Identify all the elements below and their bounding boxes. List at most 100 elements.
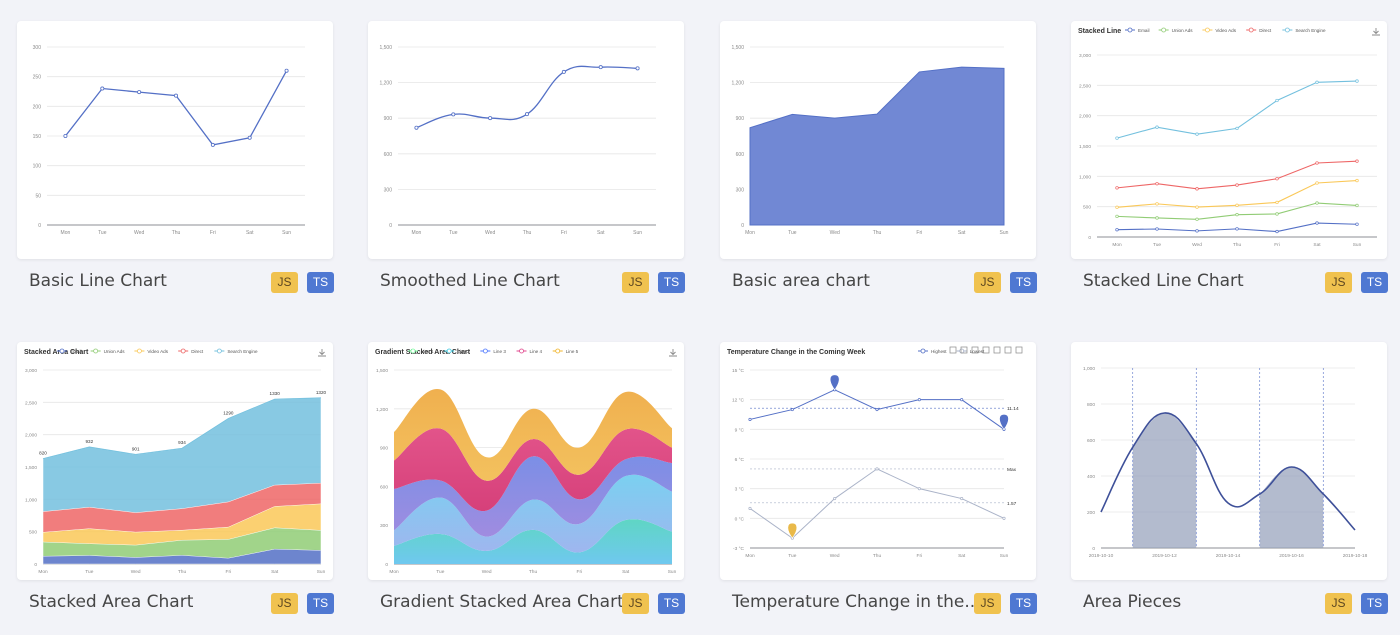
data-label: 1330 xyxy=(270,391,281,396)
x-tick-label: Fri xyxy=(1274,242,1280,248)
series-line xyxy=(42,397,322,459)
ts-badge[interactable]: TS xyxy=(1010,593,1037,614)
x-tick-label: Sun xyxy=(1000,230,1009,236)
data-point xyxy=(1115,228,1119,232)
series-line xyxy=(1100,412,1356,531)
card-title[interactable]: Gradient Stacked Area Chart xyxy=(380,592,624,612)
js-badge[interactable]: JS xyxy=(622,593,649,614)
y-tick-label: 600 xyxy=(384,152,393,158)
card-title[interactable]: Area Pieces xyxy=(1083,592,1182,612)
y-tick-label: 1,000 xyxy=(25,497,37,503)
x-tick-label: Sun xyxy=(1353,242,1362,248)
data-label: 820 xyxy=(39,451,47,456)
data-point xyxy=(1235,183,1239,187)
data-point xyxy=(1355,159,1359,163)
legend-item: Line 2 xyxy=(457,349,470,354)
series-area xyxy=(394,519,672,564)
markline-label: 1.57 xyxy=(1007,501,1017,507)
data-point xyxy=(790,408,794,412)
chart-thumbnail[interactable]: 0 50 100 150 200 250 300 Mon Tue Wed Thu Fri Sat Sun xyxy=(17,21,333,259)
markline-label: Max xyxy=(1007,467,1017,473)
card-title[interactable]: Stacked Line Chart xyxy=(1083,271,1244,291)
data-point xyxy=(960,497,964,501)
card-title[interactable]: Basic Line Chart xyxy=(29,271,167,291)
js-badge[interactable]: JS xyxy=(622,272,649,293)
js-badge[interactable]: JS xyxy=(974,272,1001,293)
line-icon xyxy=(982,346,990,354)
x-tick-label: Thu xyxy=(529,569,538,575)
data-point xyxy=(833,497,837,501)
data-point xyxy=(1115,186,1119,190)
card-title[interactable]: Basic area chart xyxy=(732,271,870,291)
ts-badge[interactable]: TS xyxy=(307,593,334,614)
series-area xyxy=(749,66,1005,226)
bar-icon xyxy=(993,346,1001,354)
min-pin-marker xyxy=(999,414,1009,430)
restore-icon xyxy=(1004,346,1012,354)
y-tick-label: 600 xyxy=(1087,438,1095,444)
data-point xyxy=(100,86,105,91)
x-tick-label: 2019-10-10 xyxy=(1089,553,1114,559)
card-title[interactable]: Stacked Area Chart xyxy=(29,592,194,612)
chart-thumbnail[interactable]: 0 300 600 900 1,200 1,500 Mon Tue Wed Thu Fri Sat Su… xyxy=(720,21,1036,259)
js-badge[interactable]: JS xyxy=(271,272,298,293)
smoothed-line-chart: 0 300 600 900 1,200 1,500 Mon Tue Wed Thu Fri Sat Su… xyxy=(379,45,656,236)
basic-area-chart: 0 300 600 900 1,200 1,500 Mon Tue Wed Thu Fri Sat Su… xyxy=(731,45,1009,236)
y-tick-label: 9 °C xyxy=(735,427,745,433)
max-pin-marker xyxy=(829,374,840,391)
ts-badge[interactable]: TS xyxy=(658,272,685,293)
y-tick-label: 100 xyxy=(33,164,42,170)
x-tick-label: Wed xyxy=(1192,242,1202,248)
x-tick-label: Sat xyxy=(622,569,630,575)
data-point xyxy=(1275,229,1279,234)
ts-badge[interactable]: TS xyxy=(658,593,685,614)
ts-badge[interactable]: TS xyxy=(307,272,334,293)
legend-swatch-dot xyxy=(1248,27,1254,33)
data-point xyxy=(598,65,603,70)
data-point xyxy=(1115,205,1119,209)
card-title[interactable]: Temperature Change in the... xyxy=(732,592,981,612)
js-badge[interactable]: JS xyxy=(974,593,1001,614)
data-point xyxy=(63,134,68,139)
data-point xyxy=(1155,202,1159,206)
y-tick-label: 300 xyxy=(384,187,393,193)
data-point xyxy=(561,69,566,74)
chart-thumbnail[interactable]: Stacked Line Email Union Ads Video Ads Direc… xyxy=(1071,21,1387,259)
x-tick-label: Thu xyxy=(1233,242,1242,248)
chart-thumbnail[interactable]: Temperature Change in the Coming Week Hig… xyxy=(720,342,1036,580)
chart-thumbnail[interactable]: 0 300 600 900 1,200 1,500 Mon Tue Wed Thu Fri Sat Su… xyxy=(368,21,684,259)
x-tick-label: Tue xyxy=(788,553,796,559)
js-badge[interactable]: JS xyxy=(1325,272,1352,293)
legend-swatch-dot xyxy=(1127,27,1133,33)
y-tick-label: 900 xyxy=(384,116,393,122)
chart-thumbnail[interactable]: Stacked Area Chart Email Union Ads Video Ad… xyxy=(17,342,333,580)
y-tick-label: 1,000 xyxy=(1079,174,1091,180)
basic-line-chart: 0 50 100 150 200 250 300 Mon Tue Wed Thu Fri Sat Sun xyxy=(33,45,305,236)
y-tick-label: 1,200 xyxy=(379,81,392,87)
ts-badge[interactable]: TS xyxy=(1361,272,1388,293)
x-tick-label: Tue xyxy=(1153,242,1161,248)
legend-swatch-dot xyxy=(1161,27,1167,33)
x-tick-label: Fri xyxy=(226,569,232,575)
data-point xyxy=(1315,161,1319,165)
chart-thumbnail[interactable]: 0 200 400 600 800 1,000 2019-10-10 2019-10-12 20… xyxy=(1071,342,1387,580)
y-tick-label: -3 °C xyxy=(733,546,745,552)
x-tick-label: Fri xyxy=(577,569,583,575)
y-tick-label: 3,000 xyxy=(1079,53,1091,59)
js-badge[interactable]: JS xyxy=(1325,593,1352,614)
ts-badge[interactable]: TS xyxy=(1010,272,1037,293)
chart-thumbnail[interactable]: Gradient Stacked Area Chart Line 1 Line 2 L… xyxy=(368,342,684,580)
data-point xyxy=(210,142,215,147)
legend-item: Video Ads xyxy=(1215,28,1236,33)
y-tick-label: 150 xyxy=(33,134,42,140)
x-tick-label: Sun xyxy=(1000,553,1009,559)
y-tick-label: 1,500 xyxy=(731,45,744,51)
y-tick-label: 500 xyxy=(1083,205,1091,211)
js-badge[interactable]: JS xyxy=(271,593,298,614)
y-tick-label: 1,500 xyxy=(25,465,37,471)
y-tick-label: 1,500 xyxy=(1079,144,1091,150)
data-point xyxy=(1315,221,1319,225)
ts-badge[interactable]: TS xyxy=(1361,593,1388,614)
card-title[interactable]: Smoothed Line Chart xyxy=(380,271,560,291)
